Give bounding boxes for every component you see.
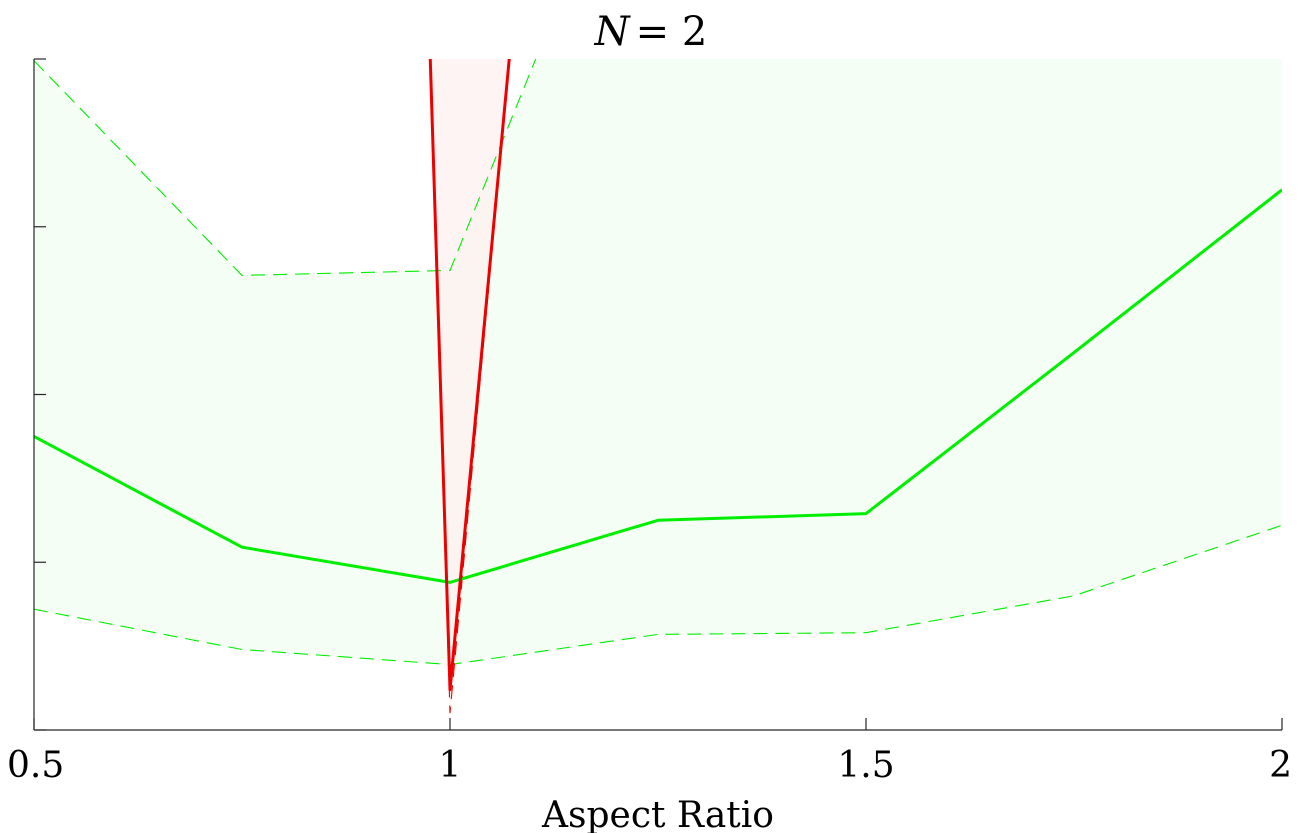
- series-0-band: [34, 59, 1282, 665]
- chart-title-var: N: [594, 9, 632, 55]
- ticks: 0.5 1 1.5 2: [7, 58, 1292, 786]
- series-1-band: [430, 59, 510, 714]
- chart-title-eq: = 2: [636, 9, 708, 55]
- series-0-lower-bound: [34, 524, 1282, 666]
- confidence-bands: [34, 59, 1282, 714]
- x-tick-label: 1: [439, 745, 462, 786]
- x-axis-label: Aspect Ratio: [541, 795, 774, 833]
- series-1-lower-bound: [429, 59, 510, 714]
- series-lines: [34, 59, 1282, 714]
- chart-title: N = 2: [594, 9, 708, 55]
- x-tick-label: 2: [1269, 745, 1292, 786]
- series-1-mean-line: [428, 59, 511, 692]
- series-0-mean-line: [34, 188, 1282, 584]
- series-0-upper-bound: [34, 59, 537, 276]
- x-tick-label: 1.5: [837, 745, 894, 786]
- x-tick-label: 0.5: [7, 745, 64, 786]
